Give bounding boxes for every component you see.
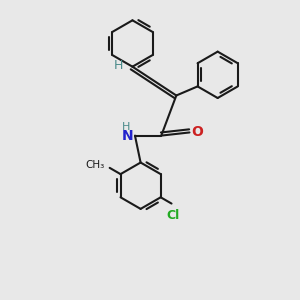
Text: O: O [192, 125, 203, 140]
Text: H: H [122, 122, 130, 132]
Text: CH₃: CH₃ [85, 160, 105, 170]
Text: Cl: Cl [166, 208, 179, 222]
Text: N: N [122, 129, 134, 142]
Text: H: H [114, 59, 123, 72]
